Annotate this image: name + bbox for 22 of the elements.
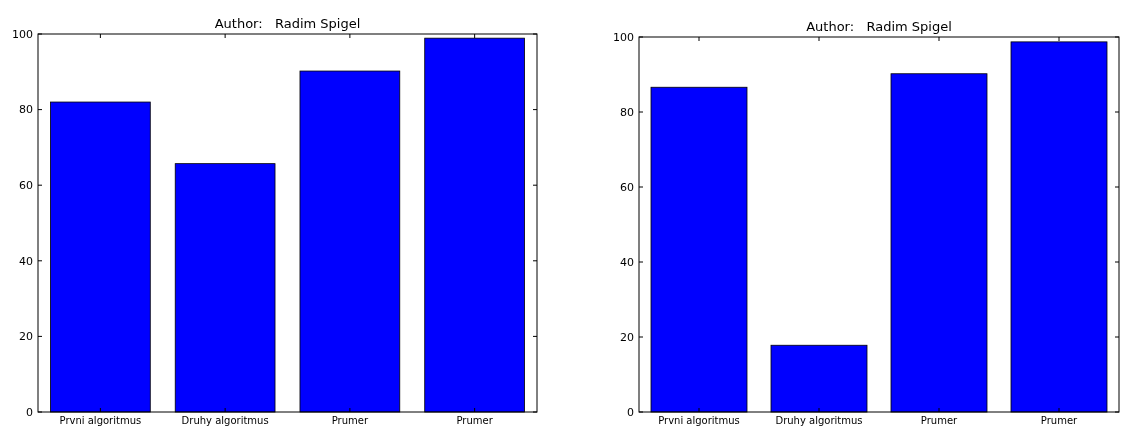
x-tick-label: Prumer (331, 415, 369, 426)
y-tick-label: 40 (19, 254, 33, 268)
y-tick-label: 40 (620, 255, 634, 269)
y-tick-label: 20 (19, 330, 33, 344)
y-tick-label: 100 (613, 30, 634, 44)
chart-title: Author: Radim Spigel (214, 16, 361, 31)
x-tick-label: Druhy algoritmus (775, 415, 863, 426)
y-tick-label: 80 (19, 103, 33, 117)
y-tick-label: 100 (12, 27, 33, 41)
chart-title: Author: Radim Spigel (806, 19, 952, 34)
x-tick-label: Prumer (920, 415, 959, 426)
y-tick-label: 80 (620, 105, 634, 119)
y-tick-label: 60 (620, 180, 634, 194)
x-tick-label: Druhy algoritmus (181, 415, 269, 426)
x-tick-label: Prvni algoritmus (59, 415, 142, 426)
y-tick-label: 20 (620, 330, 634, 344)
x-tick-label: Prumer (456, 415, 494, 426)
y-tick-label: 60 (19, 179, 33, 193)
y-tick-label: 0 (627, 405, 634, 419)
x-tick-label: Prvni algoritmus (658, 415, 740, 426)
y-tick-label: 0 (26, 405, 33, 419)
x-tick-label: Prumer (1040, 415, 1079, 426)
